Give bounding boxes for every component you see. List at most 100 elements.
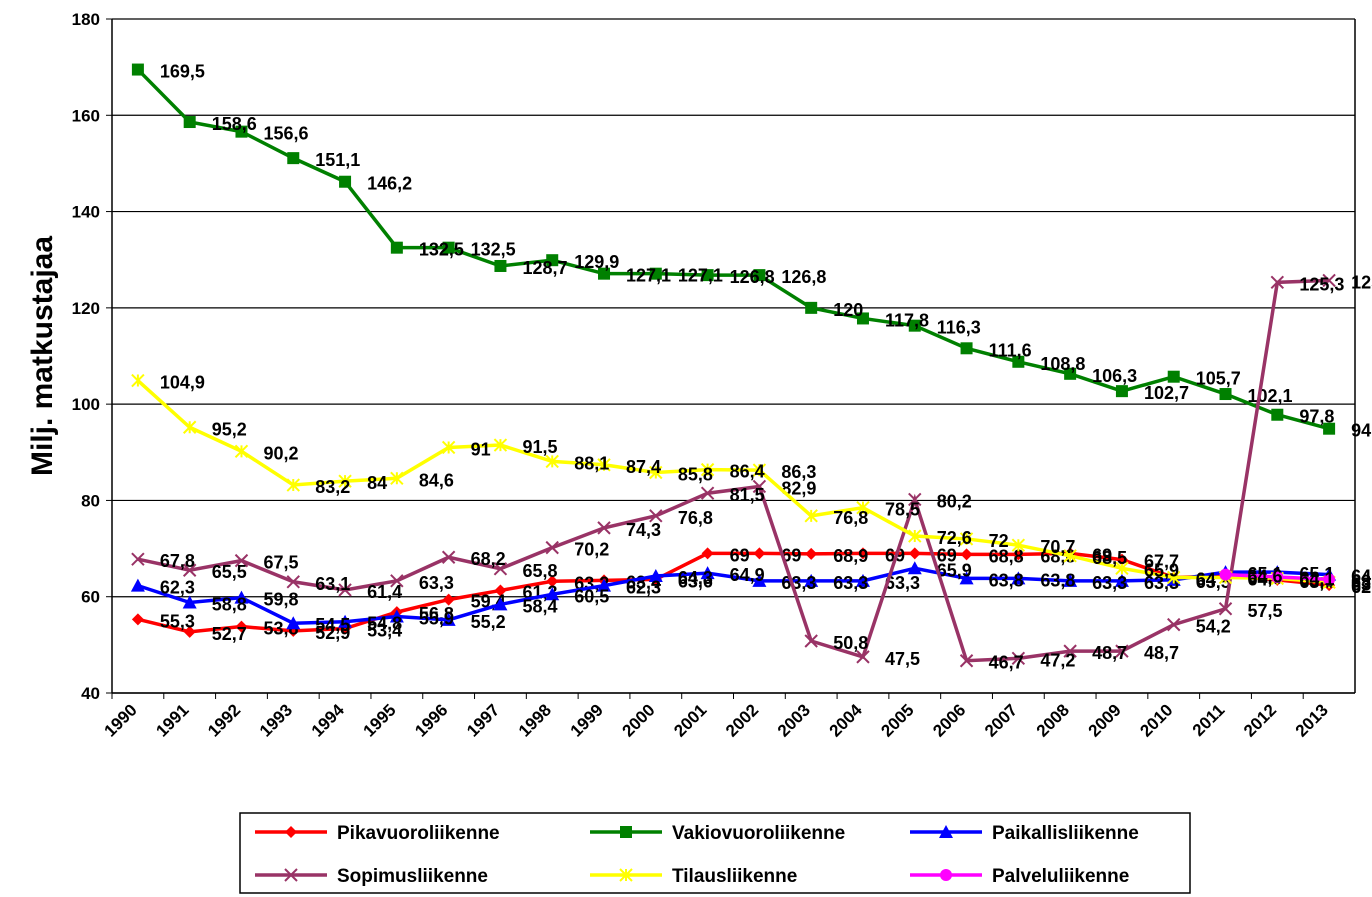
- x-tick-label: 1999: [567, 700, 607, 740]
- legend-label: Vakiovuoroliikenne: [672, 823, 845, 844]
- marker: [908, 529, 922, 543]
- marker: [183, 625, 196, 638]
- data-label: 68,2: [471, 549, 506, 569]
- marker: [1271, 570, 1284, 583]
- marker: [960, 342, 973, 355]
- data-label: 128,7: [522, 258, 567, 278]
- data-label: 72,6: [937, 528, 972, 548]
- data-label: 63,3: [781, 573, 816, 593]
- marker: [390, 574, 404, 588]
- x-tick-label: 1995: [359, 700, 399, 740]
- marker: [805, 301, 818, 314]
- data-label: 62,3: [160, 578, 195, 598]
- legend-marker: [285, 826, 297, 838]
- marker: [1115, 644, 1129, 658]
- marker: [234, 444, 249, 459]
- data-label: 129,9: [574, 252, 619, 272]
- x-tick-label: 1993: [256, 700, 296, 740]
- marker: [908, 319, 921, 332]
- data-label: 68,9: [833, 546, 868, 566]
- marker: [494, 584, 507, 597]
- marker: [546, 575, 559, 588]
- marker: [1322, 273, 1336, 288]
- data-label: 54,5: [315, 615, 350, 635]
- data-label: 54,2: [1196, 617, 1231, 637]
- data-label: 78,5: [885, 500, 920, 520]
- marker: [1012, 548, 1025, 561]
- data-label: 120: [833, 300, 863, 320]
- marker: [908, 492, 922, 507]
- marker: [1063, 573, 1078, 587]
- marker: [234, 590, 249, 604]
- marker: [338, 614, 353, 628]
- marker: [700, 486, 715, 500]
- marker: [234, 553, 249, 568]
- marker: [493, 438, 508, 452]
- marker: [131, 63, 144, 76]
- data-label: 69: [1092, 545, 1112, 565]
- marker: [804, 573, 819, 587]
- marker: [856, 547, 869, 560]
- marker: [182, 420, 197, 434]
- data-label: 68,8: [989, 546, 1024, 566]
- data-label: 74,3: [626, 520, 661, 540]
- x-tick-label: 2009: [1085, 700, 1125, 740]
- marker: [287, 152, 300, 165]
- data-label: 72: [989, 531, 1009, 551]
- data-label: 81,5: [730, 485, 765, 505]
- marker: [235, 620, 248, 633]
- marker: [1115, 553, 1128, 566]
- data-label: 108,8: [1040, 354, 1085, 374]
- data-label: 64,3: [678, 568, 713, 588]
- legend-marker: [620, 826, 632, 838]
- data-label: 111,6: [989, 340, 1032, 360]
- data-label: 158,6: [212, 114, 257, 134]
- marker: [339, 175, 352, 188]
- data-label: 55,2: [471, 612, 506, 632]
- marker: [130, 578, 145, 592]
- legend-marker: [940, 869, 952, 881]
- data-label: 132,5: [471, 240, 516, 260]
- data-label: 62,4: [1351, 577, 1372, 597]
- marker: [390, 241, 403, 254]
- data-label: 52,9: [315, 623, 350, 643]
- data-label: 125,3: [1299, 274, 1344, 294]
- data-label: 69: [781, 545, 801, 565]
- data-label: 126,8: [781, 267, 826, 287]
- data-label: 127,1: [626, 266, 671, 286]
- data-label: 86,4: [730, 462, 765, 482]
- data-label: 68,5: [1092, 548, 1127, 568]
- x-tick-label: 2010: [1136, 700, 1176, 740]
- marker: [1323, 422, 1336, 435]
- y-tick-label: 160: [72, 106, 100, 125]
- data-label: 65,8: [522, 561, 557, 581]
- marker: [441, 440, 456, 455]
- marker: [856, 312, 869, 325]
- data-label: 63,8: [989, 570, 1024, 590]
- data-label: 65,9: [937, 560, 972, 580]
- marker: [1270, 275, 1285, 290]
- marker: [1011, 571, 1026, 585]
- marker: [753, 547, 766, 560]
- x-tick-label: 2005: [877, 700, 917, 740]
- y-tick-label: 120: [72, 299, 100, 318]
- data-label: 82,9: [781, 478, 816, 498]
- marker: [286, 575, 300, 589]
- marker: [1271, 408, 1284, 421]
- data-label: 85,8: [678, 465, 713, 485]
- data-label: 47,2: [1040, 650, 1075, 670]
- marker: [545, 454, 559, 469]
- data-label: 60,5: [574, 586, 609, 606]
- marker: [648, 569, 663, 583]
- legend-label: Palveluliikenne: [992, 866, 1129, 887]
- marker: [338, 474, 352, 488]
- data-label: 47,5: [885, 649, 920, 669]
- data-label: 91: [471, 439, 491, 459]
- x-tick-label: 1992: [204, 700, 244, 740]
- data-label: 106,3: [1092, 366, 1137, 386]
- marker: [286, 478, 300, 492]
- data-label: 156,6: [263, 124, 308, 144]
- data-label: 80,2: [937, 491, 972, 511]
- marker: [493, 562, 508, 576]
- legend-marker: [939, 825, 953, 838]
